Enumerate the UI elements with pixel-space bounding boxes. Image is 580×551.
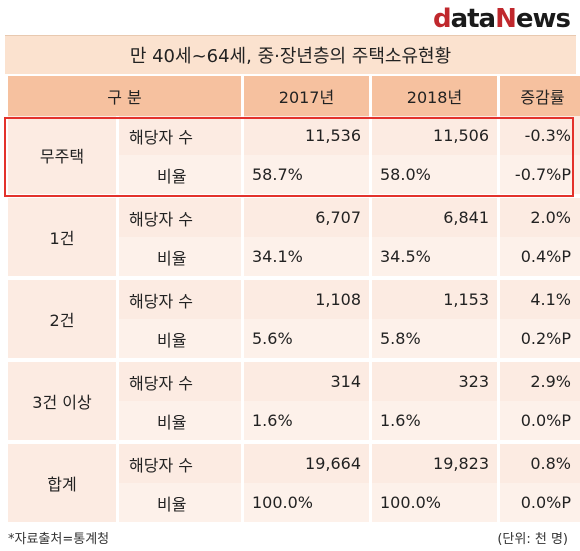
count-2017: 19,664 (244, 444, 369, 483)
count-change: 2.9% (500, 362, 580, 401)
source-note: *자료출처=통계청 (8, 532, 110, 547)
table-row: 1건 해당자 수 6,707 6,841 2.0% (8, 198, 580, 276)
header-2018: 2018년 (372, 76, 497, 116)
ratio-label: 비율 (119, 237, 241, 276)
table-row: 합계 해당자 수 19,664 19,823 0.8% (8, 444, 580, 522)
ratio-label: 비율 (119, 155, 241, 194)
header-change: 증감률 (500, 76, 580, 116)
table-row: 비율 5.6% 5.8% 0.2%P (8, 319, 580, 358)
unit-note: (단위: 천 명) (497, 532, 568, 547)
ratio-change: 0.0%P (500, 483, 580, 522)
group-name: 무주택 (8, 116, 116, 194)
table-row: 비율 1.6% 1.6% 0.0%P (8, 401, 580, 440)
group-name: 1건 (8, 198, 116, 276)
count-2018: 323 (372, 362, 497, 401)
ratio-2018: 1.6% (372, 401, 497, 440)
ratio-2018: 58.0% (372, 155, 497, 194)
ratio-2017: 5.6% (244, 319, 369, 358)
count-2018: 6,841 (372, 198, 497, 237)
ratio-change: 0.4%P (500, 237, 580, 276)
table-row: 3건 이상 해당자 수 314 323 2.9% (8, 362, 580, 440)
table-title: 만 40세~64세, 중·장년층의 주택소유현황 (5, 35, 576, 74)
table-row: 비율 58.7% 58.0% -0.7%P (8, 155, 580, 194)
count-label: 해당자 수 (119, 198, 241, 237)
count-label: 해당자 수 (119, 444, 241, 483)
ratio-change: 0.2%P (500, 319, 580, 358)
count-change: 0.8% (500, 444, 580, 483)
logo-letter-n: N (495, 4, 517, 34)
group-name: 합계 (8, 444, 116, 522)
ratio-change: 0.0%P (500, 401, 580, 440)
table-row: 2건 해당자 수 1,108 1,153 4.1% (8, 280, 580, 358)
table-row: 비율 34.1% 34.5% 0.4%P (8, 237, 580, 276)
ratio-2017: 100.0% (244, 483, 369, 522)
datanews-logo: dataNews (432, 4, 571, 34)
header-2017: 2017년 (244, 76, 369, 116)
logo-letters-ews: ews (515, 4, 571, 34)
ratio-label: 비율 (119, 319, 241, 358)
count-2018: 11,506 (372, 116, 497, 155)
count-change: 2.0% (500, 198, 580, 237)
group-name: 2건 (8, 280, 116, 358)
count-2017: 11,536 (244, 116, 369, 155)
logo-letter-d: d (432, 4, 452, 34)
count-2017: 314 (244, 362, 369, 401)
ratio-2017: 58.7% (244, 155, 369, 194)
ratio-label: 비율 (119, 401, 241, 440)
group-name: 3건 이상 (8, 362, 116, 440)
ratio-2018: 5.8% (372, 319, 497, 358)
count-change: 4.1% (500, 280, 580, 319)
housing-table: 구 분 2017년 2018년 증감률 무주택 해당자 수 11,536 11,506… (5, 76, 580, 522)
ratio-2017: 34.1% (244, 237, 369, 276)
ratio-2017: 1.6% (244, 401, 369, 440)
table-row: 비율 100.0% 100.0% 0.0%P (8, 483, 580, 522)
count-label: 해당자 수 (119, 116, 241, 155)
table-row: 무주택 해당자 수 11,536 11,506 -0.3% (8, 116, 580, 194)
ratio-label: 비율 (119, 483, 241, 522)
ratio-change: -0.7%P (500, 155, 580, 194)
header-category: 구 분 (8, 76, 241, 116)
logo-letters-ata: ata (450, 4, 497, 34)
count-label: 해당자 수 (119, 362, 241, 401)
count-2018: 1,153 (372, 280, 497, 319)
count-2017: 1,108 (244, 280, 369, 319)
ratio-2018: 100.0% (372, 483, 497, 522)
count-2017: 6,707 (244, 198, 369, 237)
ratio-2018: 34.5% (372, 237, 497, 276)
count-label: 해당자 수 (119, 280, 241, 319)
table-header-row: 구 분 2017년 2018년 증감률 (8, 76, 580, 116)
count-change: -0.3% (500, 116, 580, 155)
count-2018: 19,823 (372, 444, 497, 483)
